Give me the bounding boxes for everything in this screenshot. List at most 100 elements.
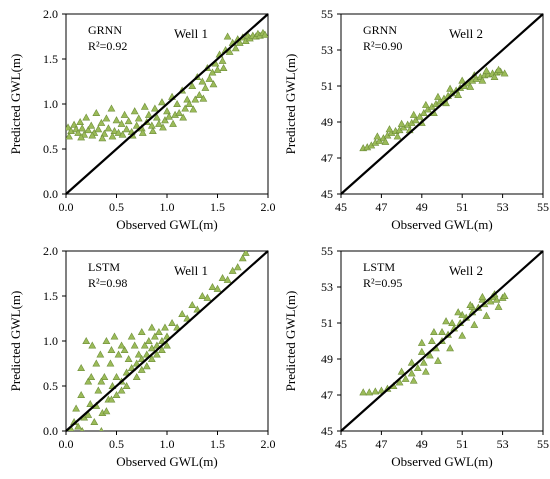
- data-point: [142, 350, 151, 358]
- data-point: [118, 130, 127, 138]
- data-point: [90, 417, 99, 426]
- data-point: [84, 410, 93, 418]
- data-point: [147, 323, 156, 331]
- data-point: [155, 327, 163, 336]
- x-tick-label: 47: [375, 437, 387, 451]
- x-axis-title: Observed GWL(m): [116, 217, 217, 232]
- data-point: [140, 341, 149, 349]
- data-point: [161, 323, 169, 331]
- data-point: [466, 82, 475, 90]
- data-point: [108, 132, 117, 140]
- data-point: [188, 300, 197, 309]
- y-tick-label: 45: [321, 424, 333, 438]
- data-point: [195, 90, 204, 99]
- data-point: [140, 102, 149, 110]
- data-point: [102, 336, 111, 345]
- data-point: [421, 100, 430, 108]
- data-point: [155, 119, 163, 127]
- data-point: [163, 107, 171, 115]
- y-tick-label: 0.0: [43, 187, 58, 201]
- y-tick-label: 55: [321, 7, 333, 21]
- panel-lstm-well1: 0.0 0.5 1.0 1.5 2.0 0.0 0.5 1.0 1.5 2.0 Observed G…: [0, 237, 276, 474]
- x-tick-label: 55: [537, 437, 549, 451]
- data-point: [183, 314, 192, 322]
- data-point: [94, 386, 103, 394]
- data-point: [132, 359, 141, 367]
- data-point: [158, 336, 166, 345]
- data-point: [158, 98, 166, 106]
- data-point: [117, 341, 126, 349]
- data-point: [130, 107, 139, 115]
- data-point: [427, 336, 436, 345]
- data-point: [494, 65, 503, 73]
- data-point: [104, 124, 113, 132]
- data-point: [112, 390, 121, 399]
- points-group: [67, 251, 250, 431]
- data-point: [97, 377, 106, 385]
- data-point: [434, 92, 442, 100]
- data-point: [169, 119, 177, 127]
- data-point: [159, 123, 167, 131]
- chart-svg: 0.0 0.5 1.0 1.5 2.0 0.0 0.5 1.0 1.5 2.0 Observed G…: [8, 7, 276, 232]
- data-point: [175, 108, 184, 117]
- data-point: [66, 123, 72, 131]
- y-tick-label: 55: [321, 244, 333, 258]
- data-point: [205, 74, 214, 82]
- y-tick-label: 2.0: [43, 7, 58, 21]
- data-point: [114, 128, 123, 136]
- x-axis-title: Observed GWL(m): [391, 454, 492, 469]
- y-tick-label: 1.5: [43, 289, 58, 303]
- data-point: [147, 121, 156, 129]
- data-point: [419, 108, 428, 117]
- data-point: [165, 112, 173, 120]
- reference-line-1to1: [65, 250, 269, 432]
- data-point: [122, 125, 131, 133]
- y-tick-label: 0.0: [43, 424, 58, 438]
- data-point: [407, 369, 416, 377]
- y-tick-label: 0.5: [43, 379, 58, 393]
- r2-label: R²=0.90: [363, 39, 402, 53]
- y-tick-label: 53: [321, 43, 333, 57]
- data-point: [77, 363, 86, 372]
- plot-frame: [340, 250, 544, 432]
- data-point: [377, 386, 386, 394]
- data-point: [78, 124, 87, 132]
- data-point: [107, 104, 116, 112]
- y-tick-label: 49: [321, 115, 333, 129]
- x-tick-label: 45: [335, 200, 347, 214]
- data-point: [417, 347, 426, 355]
- y-axis-title: Predicted GWL(m): [283, 291, 298, 392]
- well-label: Well 1: [174, 26, 208, 41]
- data-point: [371, 387, 380, 395]
- data-point: [77, 390, 86, 399]
- data-point: [434, 356, 442, 364]
- y-tick-label: 47: [321, 388, 333, 402]
- data-point: [107, 345, 116, 354]
- data-point: [201, 83, 210, 91]
- data-point: [446, 344, 454, 352]
- data-point: [102, 114, 111, 122]
- data-point: [112, 116, 121, 124]
- data-point: [373, 132, 382, 140]
- plot-frame: [340, 13, 544, 195]
- data-point: [228, 266, 237, 274]
- data-point: [409, 376, 418, 384]
- data-point: [181, 104, 190, 112]
- data-point: [107, 395, 116, 403]
- data-point: [235, 38, 244, 46]
- well-label: Well 1: [174, 263, 208, 278]
- data-point: [198, 77, 207, 85]
- data-point: [409, 110, 418, 118]
- data-point: [407, 358, 416, 366]
- data-point: [137, 354, 146, 363]
- data-point: [421, 367, 430, 375]
- chart-svg: 0.0 0.5 1.0 1.5 2.0 0.0 0.5 1.0 1.5 2.0 Observed G…: [8, 244, 276, 469]
- data-point: [415, 112, 424, 120]
- data-point: [198, 291, 207, 300]
- data-point: [77, 133, 86, 141]
- y-tick-label: 1.5: [43, 52, 58, 66]
- data-point: [112, 372, 121, 381]
- data-point: [417, 338, 426, 346]
- data-point: [127, 363, 136, 372]
- data-point: [500, 69, 509, 77]
